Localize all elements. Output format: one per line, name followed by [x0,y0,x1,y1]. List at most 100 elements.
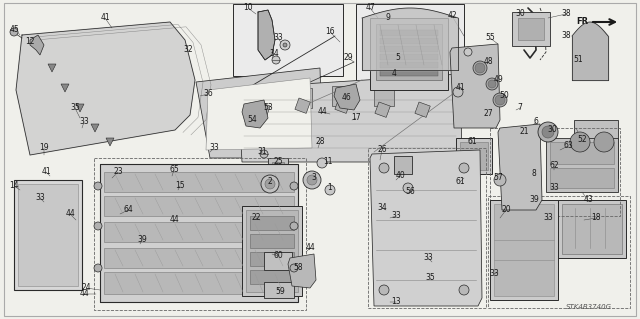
Bar [550,142,614,164]
Polygon shape [258,10,275,60]
Text: 55: 55 [485,33,495,42]
Bar [250,252,294,266]
Text: 4: 4 [392,70,396,78]
Bar [380,70,438,76]
Bar [494,204,554,296]
Text: 44: 44 [305,243,315,253]
Text: 26: 26 [377,145,387,154]
Bar [104,272,294,294]
Polygon shape [16,22,195,155]
Text: 14: 14 [9,182,19,190]
Text: 44: 44 [65,210,75,219]
Text: FR: FR [576,18,588,26]
Text: 63: 63 [563,142,573,151]
Text: 30: 30 [515,10,525,19]
Circle shape [453,87,463,97]
Bar [415,102,430,117]
Bar [562,204,622,254]
Text: 12: 12 [25,38,35,47]
Circle shape [94,222,102,230]
Text: 2: 2 [268,177,273,187]
Text: 48: 48 [483,57,493,66]
Circle shape [379,285,389,295]
Bar [264,282,294,298]
Text: 3: 3 [312,174,316,182]
Bar [332,86,354,106]
Text: 1: 1 [328,183,332,192]
Circle shape [459,285,469,295]
Text: 34: 34 [377,204,387,212]
Polygon shape [334,84,360,110]
Circle shape [307,175,317,185]
Text: 54: 54 [247,115,257,124]
Text: 59: 59 [275,287,285,296]
Bar [104,248,132,266]
Text: 65: 65 [169,166,179,174]
Text: 62: 62 [549,161,559,170]
Bar [490,128,620,216]
Bar [458,54,494,114]
Bar [295,98,310,113]
Text: 56: 56 [405,188,415,197]
Text: 11: 11 [323,158,333,167]
Text: 38: 38 [561,32,571,41]
Bar [104,170,132,190]
Text: 35: 35 [70,103,80,113]
Text: 31: 31 [257,147,267,157]
Text: 42: 42 [447,11,457,20]
Circle shape [594,132,614,152]
Text: 30: 30 [547,125,557,135]
Circle shape [283,43,287,47]
Polygon shape [370,150,482,306]
Circle shape [290,182,298,190]
Text: 40: 40 [395,172,405,181]
Text: 39: 39 [137,235,147,244]
Polygon shape [206,78,312,150]
Text: 53: 53 [263,103,273,113]
Text: 36: 36 [203,90,213,99]
Bar [104,272,132,288]
Bar [490,200,558,300]
Text: 52: 52 [577,136,587,145]
Circle shape [486,78,498,90]
Bar [380,46,438,52]
Bar [290,88,312,108]
Bar [488,196,630,308]
Text: 45: 45 [9,26,19,34]
Polygon shape [288,254,316,288]
Text: 9: 9 [385,13,390,23]
Text: 41: 41 [41,167,51,176]
Bar [94,158,306,310]
Bar [248,92,268,110]
Bar [380,30,438,36]
Bar [376,24,442,80]
Bar [233,4,343,76]
Text: 33: 33 [273,33,283,42]
Bar [14,180,82,290]
Bar [518,18,544,40]
Polygon shape [61,84,69,92]
Circle shape [494,174,506,186]
Circle shape [260,150,268,158]
Text: 28: 28 [316,137,324,146]
Text: 39: 39 [529,196,539,204]
Text: 20: 20 [501,205,511,214]
Text: 15: 15 [175,182,185,190]
Text: 50: 50 [499,92,509,100]
Text: 44: 44 [317,108,327,116]
Text: 33: 33 [423,254,433,263]
Circle shape [570,132,590,152]
Bar [460,142,488,170]
Bar [242,206,302,296]
Bar [100,164,298,302]
Circle shape [272,56,280,64]
Text: 43: 43 [583,196,593,204]
Bar [255,102,270,117]
Circle shape [290,222,298,230]
Bar [394,156,412,174]
Text: 41: 41 [455,84,465,93]
Circle shape [464,48,472,56]
Text: 22: 22 [252,213,260,222]
Polygon shape [91,124,99,132]
Circle shape [290,264,298,272]
